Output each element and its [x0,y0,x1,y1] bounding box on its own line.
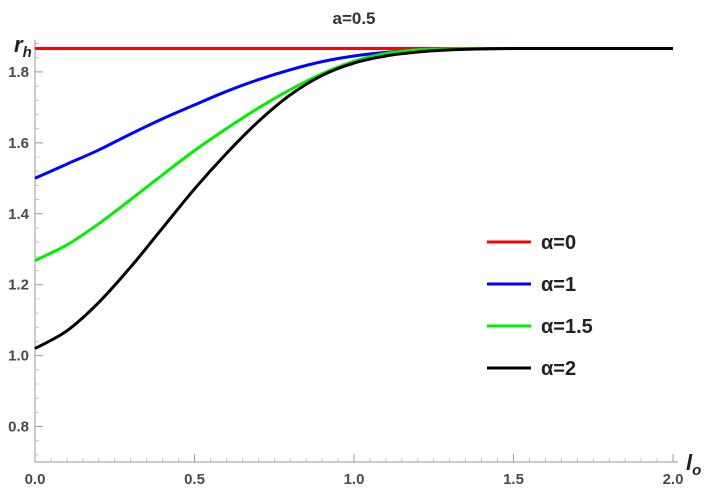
y-axis-label-main: r [14,32,24,57]
ticks: 0.0 0.5 1.0 1.5 2.0 0.8 1.0 1.2 1.4 1.6 1.8 [8,43,684,488]
y-tick-label: 1.8 [8,64,29,81]
series-layer [34,46,673,350]
chart-title: a=0.5 [332,9,375,28]
x-tick-label: 0.5 [184,471,205,488]
x-tick-label: 1.0 [344,471,365,488]
legend: α=0 α=1 α=1.5 α=2 [487,232,593,380]
x-tick-label: 2.0 [663,471,684,488]
legend-label-1: α=1 [541,274,576,296]
legend-label-2: α=1.5 [541,316,593,338]
series-line-1 [34,46,673,180]
legend-label-0: α=0 [541,232,576,254]
y-tick-label: 1.6 [8,135,29,152]
y-tick-label: 0.8 [8,419,29,436]
y-tick-label: 1.4 [8,206,30,223]
x-axis-label-sub: o [692,462,701,479]
x-axis-label-main: l [686,450,693,475]
y-axis-label: rh [14,32,32,61]
x-axis-label: lo [686,450,701,479]
y-axis-label-sub: h [23,44,32,61]
series-line-3 [34,46,673,350]
legend-label-3: α=2 [541,358,576,380]
series-line-2 [34,46,673,262]
y-tick-label: 1.2 [8,277,29,294]
y-tick-label: 1.0 [8,348,29,365]
x-tick-label: 1.5 [503,471,524,488]
x-tick-label: 0.0 [25,471,46,488]
axes [34,40,678,463]
